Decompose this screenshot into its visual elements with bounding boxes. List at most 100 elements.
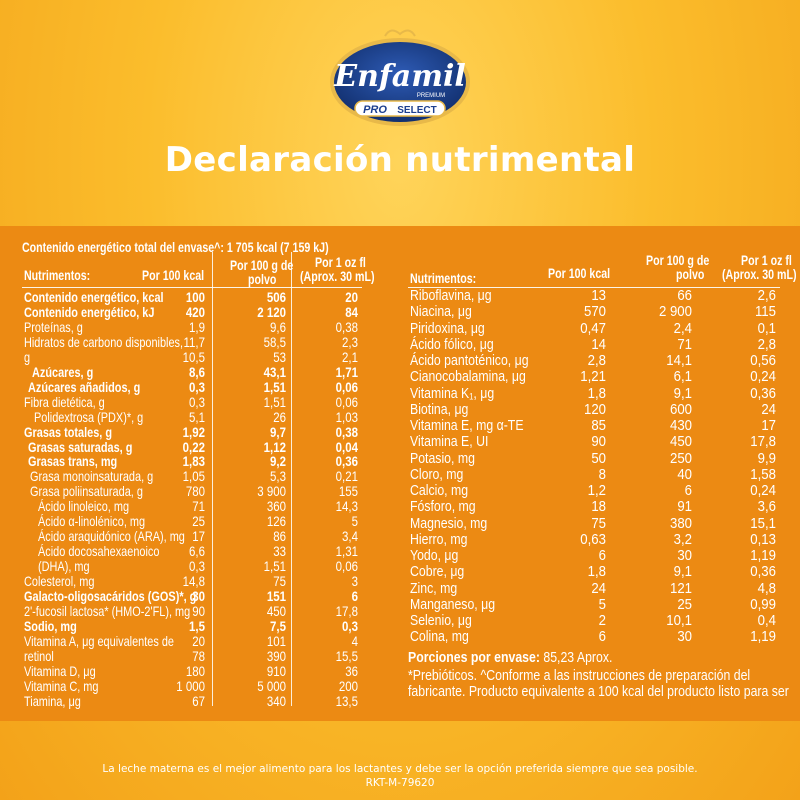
left-table-row: Polidextrosa (PDX)*, g 5,1 26 1,03 [0,408,800,425]
nutrient-value-v2: 7,5 [270,617,286,634]
nutrient-value-v3: 15,5 [335,647,358,664]
nutrient-value-v1: 17 [192,528,205,545]
nutrient-value-v1: 420 [185,303,205,320]
left-column-divider-2 [291,252,292,706]
enfamil-logo: Enfamil PREMIUM PRO SELECT [330,29,470,126]
right-table-row: Vitamina K₁, μg 1,8 9,1 0,36 [0,385,800,401]
nutrient-name: Fósforo, mg [410,498,476,516]
nutrient-value-v2: 600 [669,400,692,418]
nutrient-value-v2: 1,51 [263,558,286,575]
left-table-row: Grasas totales, g 1,92 9,7 0,38 [0,423,800,440]
left-table-row: Vitamina C, mg 1 000 5 000 200 [0,678,800,694]
nutrient-value-v2: 2 120 [257,303,286,320]
nutrient-value-v1: 10,5 [182,348,205,365]
nutrient-value-v1: 24 [591,579,606,597]
nutrient-value-v2: 1,51 [263,393,286,410]
nutrient-value-v3: 13,5 [335,692,358,709]
nutrient-name: Colina, mg [410,628,469,646]
nutrient-value-v2: 14,1 [666,352,692,369]
right-header-per100g-1: Por 100 g de [646,252,710,268]
nutrient-name: Grasas trans, mg [28,453,118,470]
nutrient-value-v2: 910 [266,662,286,679]
nutrient-value-v3: 0,06 [335,558,358,575]
right-table-row: Piridoxina, μg 0,47 2,4 0,1 [0,319,800,337]
left-table-row: Grasa monoinsaturada, g 1,05 5,3 0,21 [0,469,800,484]
right-table-row: Hierro, mg 0,63 3,2 0,13 [0,530,800,548]
nutrient-value-v1: 0,22 [182,438,205,455]
nutrient-value-v1: 1,9 [189,318,205,335]
left-table-row: Ácido α-linolénico, mg 25 126 5 [0,514,800,529]
nutrient-name: Contenido energético, kcal [24,289,164,305]
nutrient-name: Polidextrosa (PDX)*, g [34,408,144,425]
left-column-divider-1 [212,252,213,706]
nutrient-value-v2: 3,2 [673,530,692,548]
nutrient-name: Azúcares añadidos, g [28,378,141,395]
left-table-row: Fibra dietética, g 0,3 1,51 0,06 [0,393,800,410]
right-table-row: Selenio, μg 2 10,1 0,4 [0,612,800,629]
nutrient-name: Manganeso, μg [410,595,496,613]
right-table-row: Riboflavina, μg 13 66 2,6 [0,287,800,304]
nutrient-value-v1: 5,1 [189,408,205,425]
nutrient-value-v2: 58,5 [263,333,286,350]
nutrient-value-v1: 1,5 [189,617,205,634]
nutrient-name: Hidratos de carbono disponibles, [24,333,184,350]
left-table-row: Azúcares, g 8,6 43,1 1,71 [0,364,800,380]
right-table-row: Vitamina E, UI 90 450 17,8 [0,434,800,450]
right-table-row: Ácido fólico, μg 14 71 2,8 [0,335,800,353]
nutrient-value-v3: 115 [754,303,776,321]
servings-value: 85,23 Aprox. [543,649,613,666]
nutrient-value-v3: 1,19 [750,628,776,646]
nutrient-value-v2: 66 [677,287,692,304]
nutrient-name: Piridoxina, μg [410,319,485,337]
left-table-row: Colesterol, mg 14,8 75 3 [0,574,800,589]
nutrient-value-v2: 9,7 [270,423,286,440]
nutrient-value-v2: 10,1 [666,612,692,629]
nutrient-value-v3: 0,36 [335,453,358,470]
right-table-row: Manganeso, μg 5 25 0,99 [0,595,800,613]
nutrient-value-v2: 9,2 [270,453,286,470]
nutrient-name: Cianocobalamina, μg [410,368,526,386]
nutrient-value-v2: 340 [266,692,286,709]
nutrient-value-v1: 0,3 [189,393,205,410]
nutrient-value-v1: 50 [591,449,606,467]
nutrient-value-v3: 0,38 [335,318,358,335]
nutrient-name: Cobre, μg [410,563,465,581]
nutrient-value-v3: 155 [338,483,358,500]
right-table-row: Ácido pantoténico, μg 2,8 14,1 0,56 [0,352,800,369]
nutrient-value-v1: 1,21 [580,368,606,386]
nutrient-value-v2: 3 900 [257,483,286,500]
nutrient-value-v1: 2 [598,612,606,629]
left-table-row: Ácido araquidónico (ARA), mg 17 86 3,4 [0,529,800,544]
nutrient-value-v3: 2,1 [342,348,358,365]
nutrient-name: Contenido energético, kJ [24,303,155,320]
nutrient-value-v3: 3 [351,573,358,590]
nutrient-value-v3: 0,4 [757,612,776,629]
note-line-1: *Prebióticos. ^Conforme a las instruccio… [408,667,751,684]
nutrient-value-v1: 13 [591,287,606,304]
nutrient-value-v2: 380 [669,514,692,532]
nutrient-name: Niacina, μg [410,303,472,321]
nutrient-value-v3: 0,36 [750,563,776,581]
nutrient-name: Ácido linoleico, mg [38,498,130,515]
nutrient-value-v1: 0,47 [580,319,606,337]
nutrient-value-v1: 570 [583,303,606,321]
nutrient-value-v1: 780 [185,483,205,500]
left-table-row: Sodio, mg 1,5 7,5 0,3 [0,617,800,634]
nutrient-name: Zinc, mg [410,579,458,597]
nutrient-name: Sodio, mg [24,617,77,634]
nutrient-value-v1: 1,92 [182,423,205,440]
nutrient-name: Biotina, μg [410,400,469,418]
nutrient-value-v2: 25 [677,595,692,613]
page-title: Declaración nutrimental [164,140,636,180]
right-table-header-rule [408,287,780,288]
right-header-per1oz-2: (Aprox. 30 mL) [722,266,797,282]
svg-text:SELECT: SELECT [397,105,436,116]
nutrient-value-v3: 6 [351,588,358,604]
nutrient-value-v2: 6,1 [673,368,692,386]
nutrient-value-v3: 0,04 [335,438,358,455]
right-header-per100kcal: Por 100 kcal [548,265,611,281]
nutrient-value-v2: 390 [266,647,286,664]
nutrient-value-v2: 30 [677,628,692,646]
nutrient-value-v2: 71 [677,335,692,353]
nutrient-value-v3: 0,1 [757,319,776,337]
